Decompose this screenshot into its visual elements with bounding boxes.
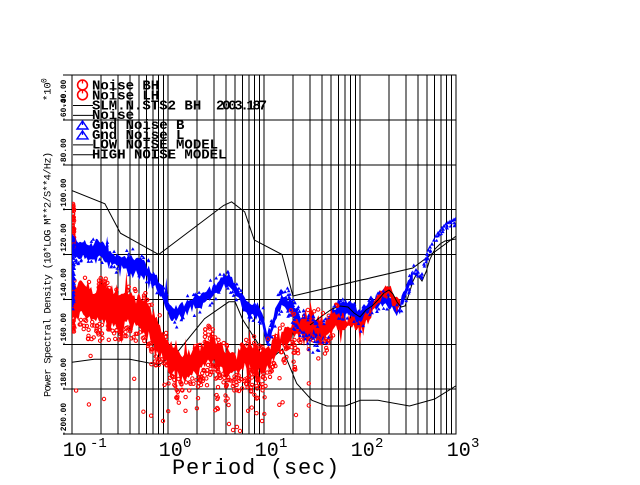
svg-text:10: 10	[159, 440, 183, 463]
svg-text:-200.00: -200.00	[60, 403, 69, 436]
svg-text:1: 1	[279, 436, 287, 452]
svg-text:LOW NOISE MODEL: LOW NOISE MODEL	[92, 138, 218, 154]
svg-text:Noise LH: Noise LH	[92, 89, 159, 105]
svg-text:*10: *10	[43, 82, 55, 101]
svg-text:Power Spectral Density (10*LOG: Power Spectral Density (10*LOG M**2/S**4…	[43, 153, 55, 397]
svg-text:-40.00: -40.00	[60, 79, 69, 108]
svg-text:SLM.N.STS2 BH: SLM.N.STS2 BH	[92, 98, 201, 114]
svg-text:0: 0	[41, 78, 50, 83]
svg-text:3: 3	[471, 436, 479, 452]
svg-text:10: 10	[63, 440, 87, 463]
svg-text:10: 10	[351, 440, 375, 463]
svg-text:10: 10	[255, 440, 279, 463]
svg-text:-100.00: -100.00	[60, 178, 69, 211]
svg-text:0: 0	[183, 436, 191, 452]
svg-text:-140.00: -140.00	[60, 268, 69, 301]
svg-text:-60.00: -60.00	[60, 93, 69, 122]
svg-text:Gnd Noise L: Gnd Noise L	[92, 128, 184, 144]
svg-text:HIGH NOISE MODEL: HIGH NOISE MODEL	[92, 148, 226, 164]
svg-text:-1: -1	[90, 436, 107, 452]
svg-text:-80.00: -80.00	[60, 138, 69, 167]
svg-text:Gnd Noise B: Gnd Noise B	[92, 118, 185, 134]
svg-text:2003.187: 2003.187	[216, 98, 267, 114]
svg-text:Period (sec): Period (sec)	[172, 456, 340, 480]
svg-text:10: 10	[447, 440, 471, 463]
svg-text:2: 2	[375, 436, 383, 452]
svg-text:-160.00: -160.00	[60, 313, 69, 346]
svg-text:-120.00: -120.00	[60, 223, 69, 256]
svg-text:Noise BH: Noise BH	[92, 79, 159, 95]
svg-text:-180.00: -180.00	[60, 358, 69, 391]
svg-text:Noise: Noise	[92, 108, 134, 124]
